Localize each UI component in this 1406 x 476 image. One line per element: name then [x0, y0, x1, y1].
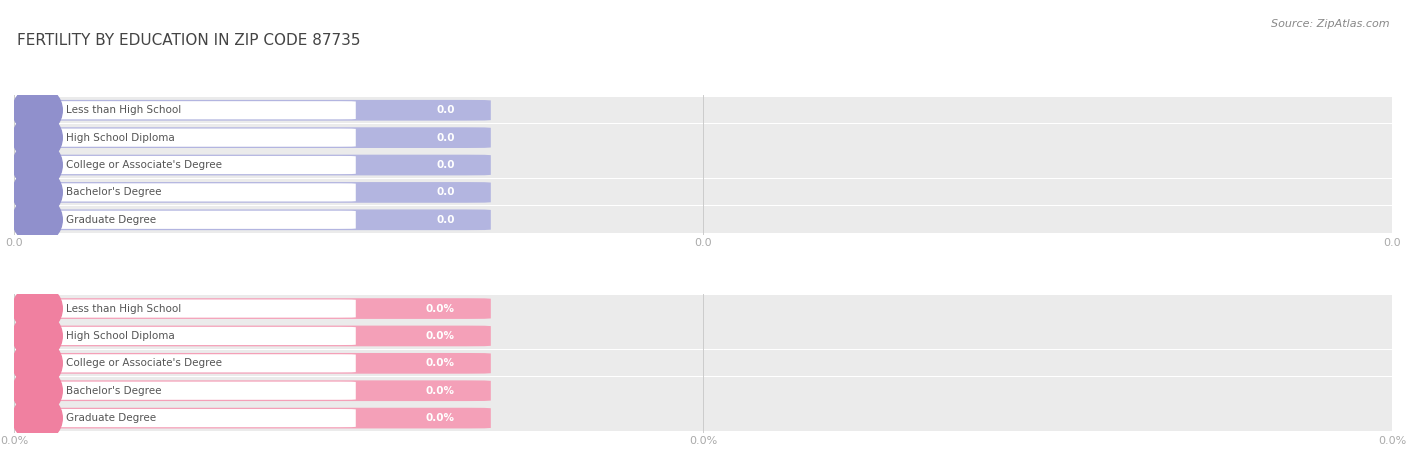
FancyBboxPatch shape: [6, 182, 491, 203]
Text: 0.0: 0.0: [436, 188, 456, 198]
Text: 0.0: 0.0: [436, 215, 456, 225]
Bar: [14, 97, 1392, 124]
FancyBboxPatch shape: [20, 382, 356, 400]
Ellipse shape: [13, 367, 62, 415]
Bar: [14, 178, 1392, 206]
Bar: [14, 206, 1392, 234]
Text: 0.0%: 0.0%: [426, 413, 456, 423]
Text: Source: ZipAtlas.com: Source: ZipAtlas.com: [1271, 19, 1389, 29]
Bar: [14, 206, 1392, 207]
Text: 0.0%: 0.0%: [426, 304, 456, 314]
Text: 0.0%: 0.0%: [426, 386, 456, 396]
Bar: [14, 150, 1392, 152]
Ellipse shape: [13, 168, 62, 217]
FancyBboxPatch shape: [20, 101, 356, 119]
Ellipse shape: [13, 284, 62, 333]
FancyBboxPatch shape: [6, 326, 491, 347]
Bar: [14, 377, 1392, 405]
Bar: [14, 295, 1392, 322]
Bar: [14, 322, 1392, 350]
Ellipse shape: [13, 113, 62, 162]
Bar: [14, 431, 1392, 433]
Text: Bachelor's Degree: Bachelor's Degree: [66, 188, 162, 198]
FancyBboxPatch shape: [6, 100, 491, 120]
FancyBboxPatch shape: [20, 327, 356, 345]
Text: College or Associate's Degree: College or Associate's Degree: [66, 160, 222, 170]
FancyBboxPatch shape: [20, 156, 356, 174]
Text: 0.0: 0.0: [436, 133, 456, 143]
Ellipse shape: [13, 141, 62, 189]
FancyBboxPatch shape: [20, 183, 356, 201]
FancyBboxPatch shape: [6, 408, 491, 428]
Text: College or Associate's Degree: College or Associate's Degree: [66, 358, 222, 368]
Text: 0.0: 0.0: [436, 160, 456, 170]
Text: 0.0%: 0.0%: [426, 358, 456, 368]
Bar: [14, 151, 1392, 178]
FancyBboxPatch shape: [6, 353, 491, 374]
Ellipse shape: [13, 86, 62, 135]
Text: Bachelor's Degree: Bachelor's Degree: [66, 386, 162, 396]
Bar: [14, 322, 1392, 323]
Ellipse shape: [13, 394, 62, 442]
Text: High School Diploma: High School Diploma: [66, 331, 176, 341]
Ellipse shape: [13, 196, 62, 244]
Bar: [14, 178, 1392, 179]
Bar: [14, 377, 1392, 378]
Text: Graduate Degree: Graduate Degree: [66, 413, 156, 423]
Bar: [14, 124, 1392, 151]
Bar: [14, 123, 1392, 125]
Text: 0.0%: 0.0%: [426, 331, 456, 341]
Ellipse shape: [13, 312, 62, 360]
Text: Less than High School: Less than High School: [66, 304, 181, 314]
Bar: [14, 349, 1392, 350]
FancyBboxPatch shape: [6, 380, 491, 401]
FancyBboxPatch shape: [20, 211, 356, 229]
FancyBboxPatch shape: [6, 209, 491, 230]
Ellipse shape: [13, 339, 62, 387]
FancyBboxPatch shape: [6, 298, 491, 319]
Text: FERTILITY BY EDUCATION IN ZIP CODE 87735: FERTILITY BY EDUCATION IN ZIP CODE 87735: [17, 33, 360, 49]
FancyBboxPatch shape: [20, 299, 356, 317]
Text: 0.0: 0.0: [436, 105, 456, 115]
Text: High School Diploma: High School Diploma: [66, 133, 176, 143]
FancyBboxPatch shape: [6, 155, 491, 175]
FancyBboxPatch shape: [20, 409, 356, 427]
FancyBboxPatch shape: [6, 127, 491, 148]
Bar: [14, 350, 1392, 377]
Text: Less than High School: Less than High School: [66, 105, 181, 115]
Text: Graduate Degree: Graduate Degree: [66, 215, 156, 225]
Bar: [14, 405, 1392, 432]
Bar: [14, 233, 1392, 234]
FancyBboxPatch shape: [20, 354, 356, 372]
Bar: [14, 404, 1392, 405]
FancyBboxPatch shape: [20, 129, 356, 147]
